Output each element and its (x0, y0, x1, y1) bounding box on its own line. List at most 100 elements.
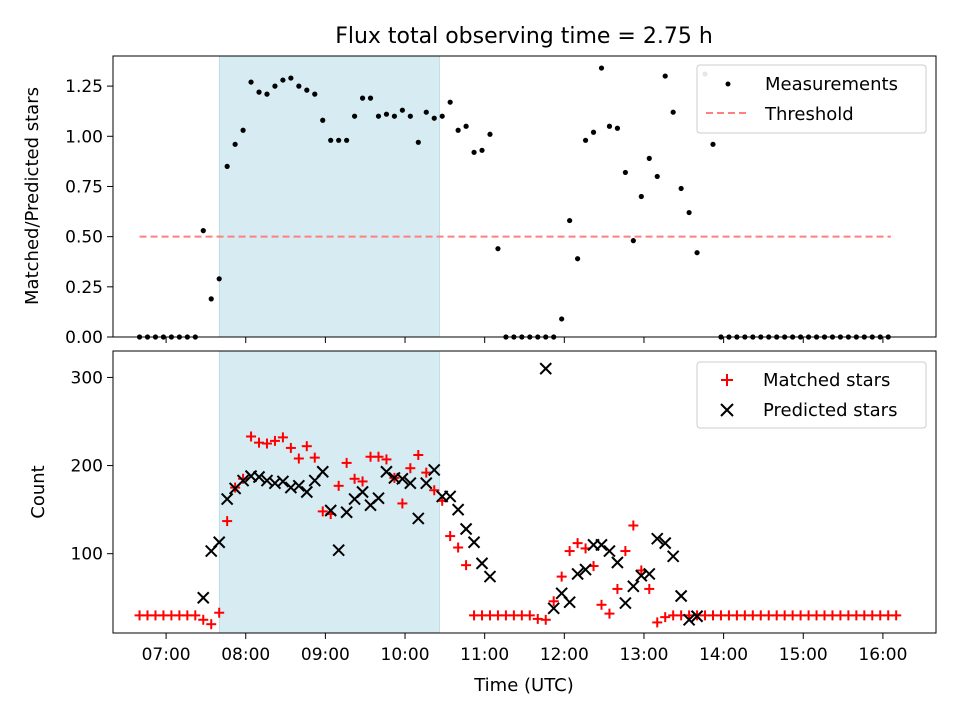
bottom-x-axis: 07:00 08:00 09:00 10:00 11:00 12:00 13:00 14:00… (142, 633, 907, 665)
matched-stars-point (309, 452, 320, 463)
measurement-point (559, 316, 565, 322)
predicted-stars-point (459, 522, 473, 536)
matched-stars-point (261, 438, 272, 449)
predicted-stars-point (276, 475, 290, 488)
measurement-point (391, 113, 398, 119)
x-tick-label: 15:00 (779, 645, 828, 665)
bottom-shaded-region (218, 350, 440, 634)
matched-stars-point (612, 583, 623, 594)
legend-matched-label: Matched stars (763, 370, 890, 391)
matched-stars-point (596, 599, 607, 610)
x-tick-label: 13:00 (619, 645, 668, 665)
measurement-point (686, 209, 692, 216)
predicted-stars-point (539, 362, 552, 375)
predicted-stars-point (300, 485, 314, 499)
measurement-point (439, 113, 445, 119)
measurement-point (208, 296, 214, 302)
predicted-stars-point (380, 465, 393, 478)
matched-stars-point (453, 542, 464, 553)
matched-stars-point (293, 453, 304, 464)
predicted-stars-point (412, 512, 425, 525)
measurement-point (312, 91, 318, 97)
predicted-stars-point (603, 544, 616, 558)
matched-stars-point (246, 431, 257, 442)
measurement-point (710, 141, 716, 147)
matched-stars-point (548, 596, 559, 607)
predicted-stars-point (563, 595, 576, 609)
bottom-y-axis-label: Count (28, 465, 49, 518)
bottom-y-axis: 100 200 300 (71, 368, 113, 565)
matched-stars-point (524, 610, 535, 621)
bottom-y-tick-label: 100 (71, 545, 103, 565)
predicted-stars-point (252, 470, 266, 484)
matched-stars-point (285, 442, 296, 453)
measurement-point (359, 95, 366, 101)
bottom-axes-frame (112, 350, 937, 634)
bottom-y-tick-label: 300 (71, 368, 103, 388)
measurement-point (272, 83, 278, 89)
x-tick-label: 16:00 (858, 645, 907, 665)
top-panel: 0.00 0.25 0.50 0.75 1.00 1.25 Matched/Predict… (22, 55, 937, 348)
matched-stars-point (413, 449, 424, 460)
matched-stars-point (564, 546, 575, 557)
predicted-stars-point (571, 567, 584, 581)
measurement-point (280, 77, 286, 83)
measurement-point (320, 117, 326, 123)
measurement-point (216, 276, 222, 282)
matched-stars-point (269, 435, 280, 446)
predicted-stars-point (316, 465, 329, 478)
x-tick-label: 09:00 (301, 645, 350, 665)
matched-stars-point (405, 463, 416, 474)
predicted-stars-point (627, 580, 640, 593)
measurement-point (622, 169, 628, 176)
chart-title: Flux total observing time = 2.75 h (335, 24, 713, 49)
measurement-point (630, 238, 636, 244)
matched-stars-point (190, 610, 201, 621)
top-shaded-region (218, 55, 440, 338)
matched-stars-point (341, 457, 352, 468)
measurement-point (590, 129, 597, 135)
x-tick-label: 07:00 (142, 645, 191, 665)
measurement-point (336, 137, 342, 143)
measurement-point (415, 139, 421, 145)
predicted-stars-point (443, 490, 457, 503)
matched-stars-point (628, 520, 639, 531)
matched-stars-point (421, 467, 432, 478)
measurement-point (694, 250, 700, 256)
predicted-stars-point (340, 506, 353, 519)
measurement-point (224, 163, 230, 169)
x-tick-label: 08:00 (221, 645, 270, 665)
matched-stars-point (206, 619, 217, 630)
x-tick-label: 12:00 (540, 645, 589, 665)
legend-measurements-label: Measurements (765, 74, 898, 95)
matched-stars-point (540, 614, 551, 625)
top-y-axis: 0.00 0.25 0.50 0.75 1.00 1.25 (65, 77, 113, 348)
x-axis-label: Time (UTC) (473, 675, 574, 696)
matched-stars-point (604, 608, 615, 619)
measurement-point (638, 193, 644, 200)
matched-stars-point (891, 610, 902, 621)
predicted-stars-point (547, 602, 560, 615)
measurement-point (423, 109, 429, 115)
matched-stars-point (349, 473, 360, 484)
matched-stars-point (301, 441, 312, 452)
predicted-stars-point (220, 492, 234, 506)
predicted-stars-point (658, 536, 672, 550)
matched-stars-point (373, 451, 384, 462)
matched-stars-point (198, 614, 209, 625)
predicted-stars-point (420, 476, 433, 490)
legend-measurements-marker (725, 81, 731, 87)
measurement-point (240, 127, 246, 133)
top-y-tick-label: 0.50 (65, 228, 103, 248)
measurement-point (455, 127, 461, 133)
top-y-axis-label: Matched/Predicted stars (22, 87, 43, 305)
predicted-stars-point (666, 550, 680, 563)
top-x-ticks (165, 337, 884, 343)
predicted-stars-point (475, 557, 489, 570)
predicted-stars-point (651, 532, 664, 545)
top-y-tick-label: 0.75 (65, 177, 103, 197)
measurement-point (487, 131, 493, 137)
measurement-point (646, 155, 652, 161)
measurement-point (567, 217, 573, 224)
